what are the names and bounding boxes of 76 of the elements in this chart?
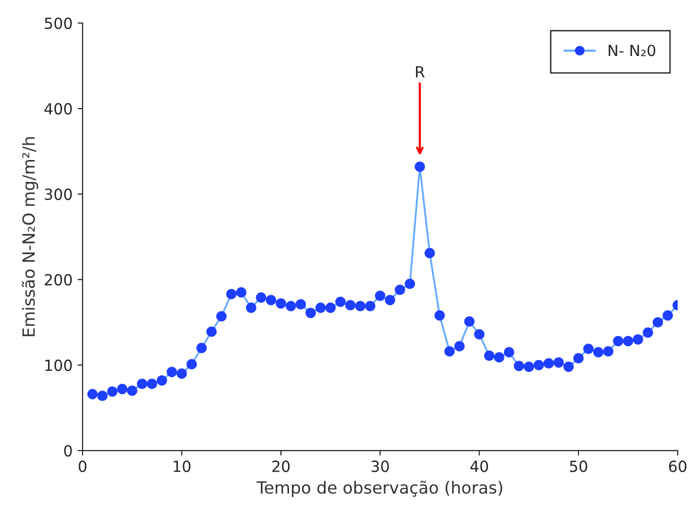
point	[494, 352, 504, 363]
point	[296, 299, 306, 310]
point	[374, 290, 386, 302]
point	[484, 350, 494, 361]
point	[544, 358, 554, 369]
point	[305, 308, 316, 318]
point	[166, 366, 178, 378]
point	[315, 302, 326, 313]
point	[97, 390, 108, 402]
point	[246, 302, 256, 313]
point	[474, 329, 485, 340]
point	[593, 347, 604, 358]
point	[563, 362, 574, 372]
point	[256, 292, 266, 303]
point	[583, 344, 594, 354]
point	[364, 300, 376, 312]
y-tick-label: 400	[44, 103, 72, 115]
point	[355, 300, 366, 312]
point	[632, 334, 644, 345]
point	[414, 161, 426, 172]
x-axis-title: Tempo de observação (horas)	[256, 480, 502, 498]
point	[146, 378, 158, 390]
point	[186, 358, 197, 370]
point	[117, 384, 128, 394]
point	[444, 346, 455, 357]
y-tick-label: 200	[44, 274, 72, 286]
point	[404, 278, 416, 290]
point	[464, 316, 475, 327]
point	[603, 346, 614, 357]
x-tick-label: 60	[669, 460, 686, 472]
point	[504, 347, 514, 358]
annotation: R	[416, 66, 425, 78]
point	[126, 386, 138, 396]
y-tick-label: 100	[45, 360, 72, 372]
point	[662, 310, 673, 321]
point	[573, 353, 584, 364]
point	[156, 375, 168, 386]
point	[196, 342, 207, 354]
point	[325, 302, 336, 313]
point	[216, 311, 227, 322]
point	[266, 294, 276, 306]
point	[206, 326, 217, 337]
point	[514, 360, 524, 372]
y-tick-label: 500	[44, 18, 72, 30]
x-tick-label: 50	[570, 460, 588, 472]
y-tick-label: 0	[64, 445, 72, 457]
x-tick-label: 10	[174, 460, 190, 472]
point	[226, 288, 237, 300]
point	[424, 248, 435, 258]
point	[454, 341, 465, 352]
y-axis-title: Emissão N-N₂O mg/m²/h	[22, 137, 38, 336]
point	[524, 362, 534, 372]
point	[394, 284, 406, 296]
point	[622, 336, 634, 346]
point	[553, 357, 564, 368]
point	[652, 317, 664, 328]
point	[534, 360, 544, 370]
y-tick-label: 300	[44, 188, 72, 200]
point	[136, 378, 148, 390]
point	[642, 327, 654, 338]
point	[236, 287, 246, 298]
point	[87, 388, 98, 400]
point	[612, 336, 624, 346]
x-tick-label: 40	[470, 460, 488, 472]
x-tick-label: 0	[78, 460, 86, 472]
point	[345, 300, 356, 310]
point	[107, 386, 118, 397]
point	[335, 296, 346, 307]
point	[286, 300, 296, 312]
point	[176, 368, 187, 379]
point	[434, 310, 445, 321]
point	[276, 298, 286, 309]
legend-label: N- N₂0	[608, 44, 656, 56]
x-tick-label: 20	[272, 460, 290, 472]
x-tick-label: 30	[372, 460, 389, 472]
point	[384, 294, 396, 306]
